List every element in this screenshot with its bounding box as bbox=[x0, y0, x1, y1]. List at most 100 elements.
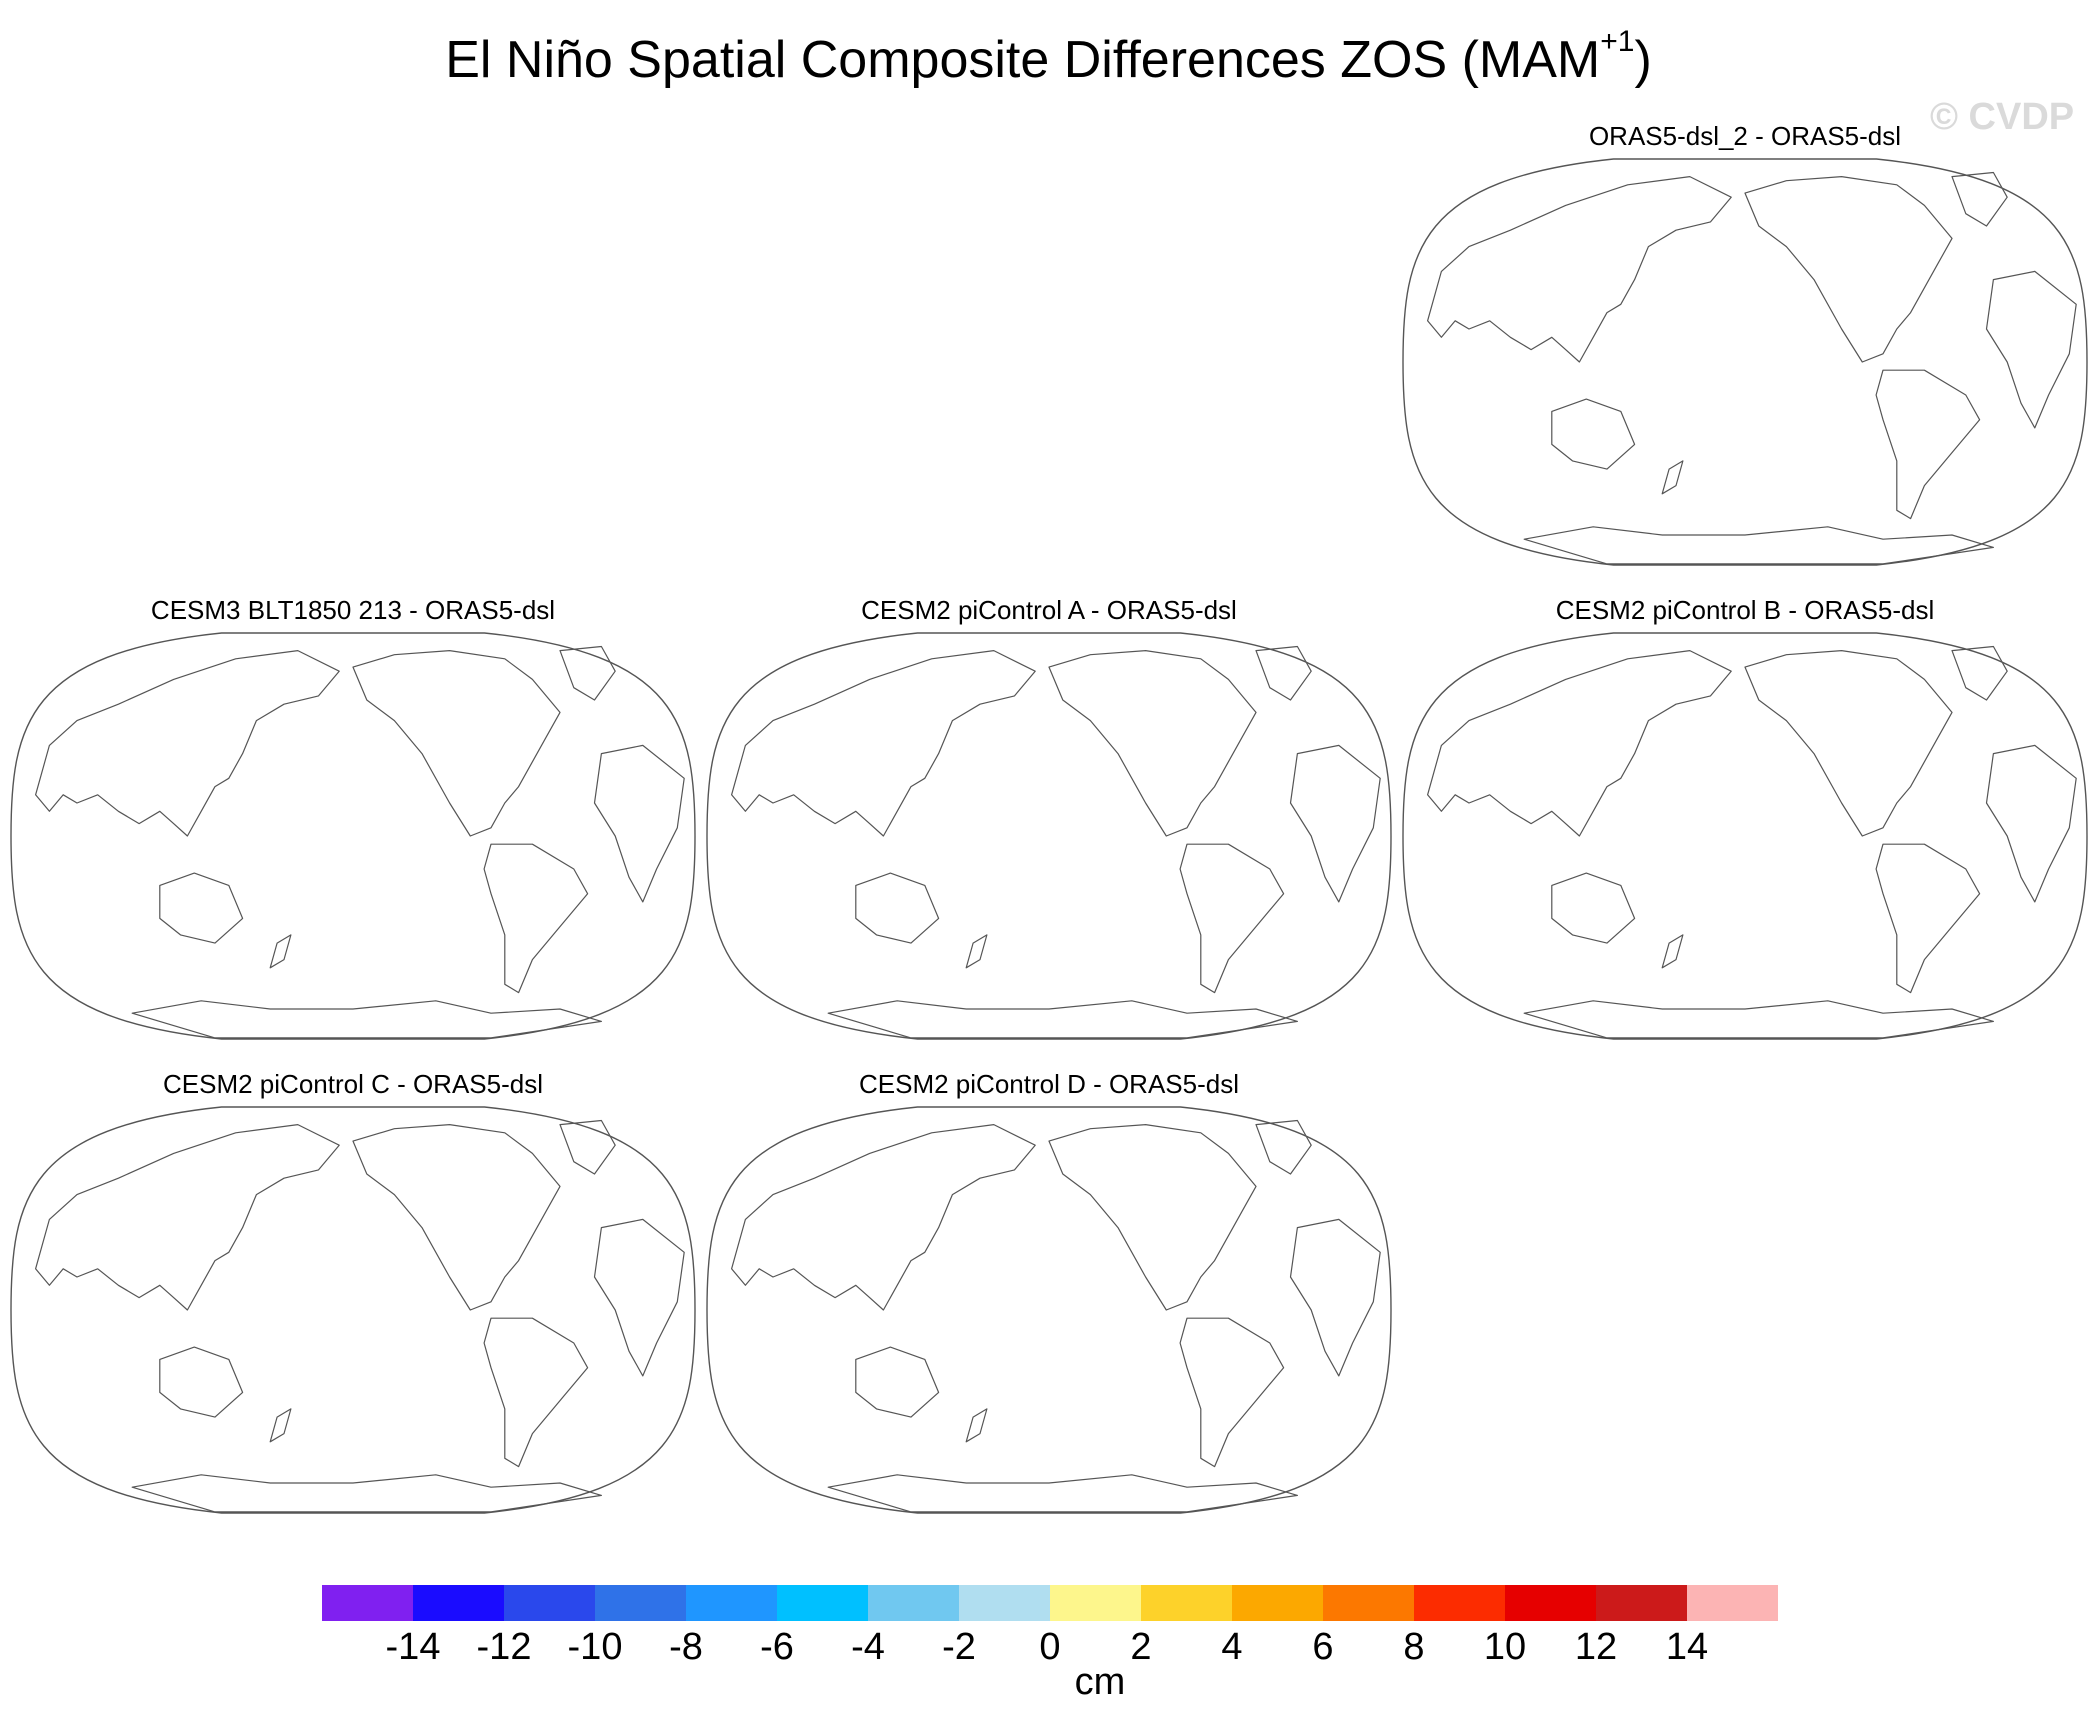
antarctica-landmass bbox=[131, 1000, 602, 1039]
greenland-landmass bbox=[559, 645, 616, 701]
south-america-landmass bbox=[1179, 1317, 1285, 1468]
panel-title: CESM2 piControl C - ORAS5-dsl bbox=[163, 1069, 543, 1099]
africa-landmass bbox=[1289, 744, 1381, 903]
colorbar-swatch bbox=[1596, 1585, 1688, 1621]
antarctica-landmass bbox=[1523, 526, 1994, 565]
chart-title-suffix: ) bbox=[1634, 31, 1652, 89]
world-map bbox=[1402, 632, 2088, 1040]
australia-landmass bbox=[855, 1346, 940, 1418]
map-panel-cesm3-blt1850: CESM3 BLT1850 213 - ORAS5-dsl bbox=[8, 594, 698, 1044]
world-map bbox=[10, 1106, 696, 1514]
colorbar-swatch bbox=[1414, 1585, 1506, 1621]
north-america-landmass bbox=[1744, 650, 1953, 837]
south-america-landmass bbox=[1875, 369, 1981, 520]
australia-landmass bbox=[159, 872, 244, 944]
north-america-landmass bbox=[1048, 650, 1257, 837]
north-america-landmass bbox=[352, 1124, 561, 1311]
world-map bbox=[10, 632, 696, 1040]
map-panel-cesm2-picontrol-d: CESM2 piControl D - ORAS5-dsl bbox=[704, 1068, 1394, 1518]
colorbar-swatch bbox=[1232, 1585, 1324, 1621]
chart-title-text: El Niño Spatial Composite Differences ZO… bbox=[445, 31, 1601, 89]
colorbar-swatch bbox=[868, 1585, 960, 1621]
chart-title: El Niño Spatial Composite Differences ZO… bbox=[0, 25, 2097, 92]
colorbar-tick-label: -6 bbox=[760, 1626, 794, 1668]
colorbar-tick-label: 12 bbox=[1574, 1626, 1618, 1668]
colorbar-tick-label: -8 bbox=[669, 1626, 703, 1668]
panel-title: CESM2 piControl A - ORAS5-dsl bbox=[861, 595, 1237, 625]
panel-title: CESM2 piControl D - ORAS5-dsl bbox=[859, 1069, 1239, 1099]
eurasia-landmass bbox=[1427, 650, 1732, 837]
colorbar-swatch bbox=[1505, 1585, 1597, 1621]
eurasia-landmass bbox=[731, 1124, 1036, 1311]
colorbar-tick-label: 10 bbox=[1483, 1626, 1527, 1668]
colorbar-tick-label: 0 bbox=[1039, 1626, 1061, 1668]
eurasia-landmass bbox=[35, 650, 340, 837]
colorbar-swatch bbox=[686, 1585, 778, 1621]
africa-landmass bbox=[593, 744, 685, 903]
colorbar-swatch bbox=[413, 1585, 505, 1621]
map-boundary bbox=[1402, 158, 2088, 566]
map-boundary bbox=[706, 632, 1392, 1040]
colorbar-swatch bbox=[504, 1585, 596, 1621]
cvdp-watermark: © CVDP bbox=[1930, 96, 2075, 138]
colorbar-swatch bbox=[322, 1585, 414, 1621]
north-america-landmass bbox=[1744, 176, 1953, 363]
new-zealand-landmass bbox=[965, 1408, 988, 1443]
greenland-landmass bbox=[1951, 645, 2008, 701]
antarctica-landmass bbox=[131, 1474, 602, 1513]
australia-landmass bbox=[1551, 872, 1636, 944]
colorbar-swatch bbox=[595, 1585, 687, 1621]
greenland-landmass bbox=[559, 1119, 616, 1175]
colorbar-tick-label: -10 bbox=[567, 1626, 623, 1668]
colorbar-tick-label: 6 bbox=[1312, 1626, 1334, 1668]
world-map bbox=[1402, 158, 2088, 566]
antarctica-landmass bbox=[1523, 1000, 1994, 1039]
new-zealand-landmass bbox=[269, 1408, 292, 1443]
colorbar-swatch bbox=[1141, 1585, 1233, 1621]
new-zealand-landmass bbox=[1661, 460, 1684, 495]
panel-title: CESM3 BLT1850 213 - ORAS5-dsl bbox=[150, 595, 556, 625]
chart-title-superscript: +1 bbox=[1600, 25, 1635, 58]
colorbar-tick-label: 14 bbox=[1665, 1626, 1709, 1668]
colorbar-units: cm bbox=[1074, 1661, 1126, 1703]
colorbar-tick-label: 4 bbox=[1221, 1626, 1243, 1668]
map-boundary bbox=[10, 632, 696, 1040]
antarctica-landmass bbox=[827, 1474, 1298, 1513]
map-panel-oras5-dsl-2: ORAS5-dsl_2 - ORAS5-dsl bbox=[1400, 120, 2090, 570]
map-boundary bbox=[706, 1106, 1392, 1514]
africa-landmass bbox=[1289, 1218, 1381, 1377]
south-america-landmass bbox=[1179, 843, 1285, 994]
map-boundary bbox=[10, 1106, 696, 1514]
greenland-landmass bbox=[1951, 171, 2008, 227]
colorbar-swatch bbox=[777, 1585, 869, 1621]
colorbar-tick-label: -14 bbox=[385, 1626, 441, 1668]
colorbar-swatch bbox=[1050, 1585, 1142, 1621]
colorbar-swatch bbox=[1687, 1585, 1778, 1621]
colorbar-swatch bbox=[959, 1585, 1051, 1621]
greenland-landmass bbox=[1255, 1119, 1312, 1175]
world-map bbox=[706, 632, 1392, 1040]
eurasia-landmass bbox=[731, 650, 1036, 837]
colorbar-tick-label: -4 bbox=[851, 1626, 885, 1668]
australia-landmass bbox=[1551, 398, 1636, 470]
south-america-landmass bbox=[483, 843, 589, 994]
south-america-landmass bbox=[1875, 843, 1981, 994]
colorbar-tick-label: 8 bbox=[1403, 1626, 1425, 1668]
colorbar bbox=[322, 1585, 1778, 1621]
eurasia-landmass bbox=[1427, 176, 1732, 363]
world-map bbox=[706, 1106, 1392, 1514]
africa-landmass bbox=[1985, 744, 2077, 903]
australia-landmass bbox=[855, 872, 940, 944]
colorbar-tick-label: 2 bbox=[1130, 1626, 1152, 1668]
colorbar-swatch bbox=[1323, 1585, 1415, 1621]
south-america-landmass bbox=[483, 1317, 589, 1468]
new-zealand-landmass bbox=[269, 934, 292, 969]
colorbar-tick-label: -12 bbox=[476, 1626, 532, 1668]
africa-landmass bbox=[593, 1218, 685, 1377]
africa-landmass bbox=[1985, 270, 2077, 429]
panel-title: ORAS5-dsl_2 - ORAS5-dsl bbox=[1588, 121, 1902, 151]
colorbar-tick-label: -2 bbox=[942, 1626, 976, 1668]
map-panel-cesm2-picontrol-c: CESM2 piControl C - ORAS5-dsl bbox=[8, 1068, 698, 1518]
map-panel-cesm2-picontrol-b: CESM2 piControl B - ORAS5-dsl bbox=[1400, 594, 2090, 1044]
new-zealand-landmass bbox=[965, 934, 988, 969]
